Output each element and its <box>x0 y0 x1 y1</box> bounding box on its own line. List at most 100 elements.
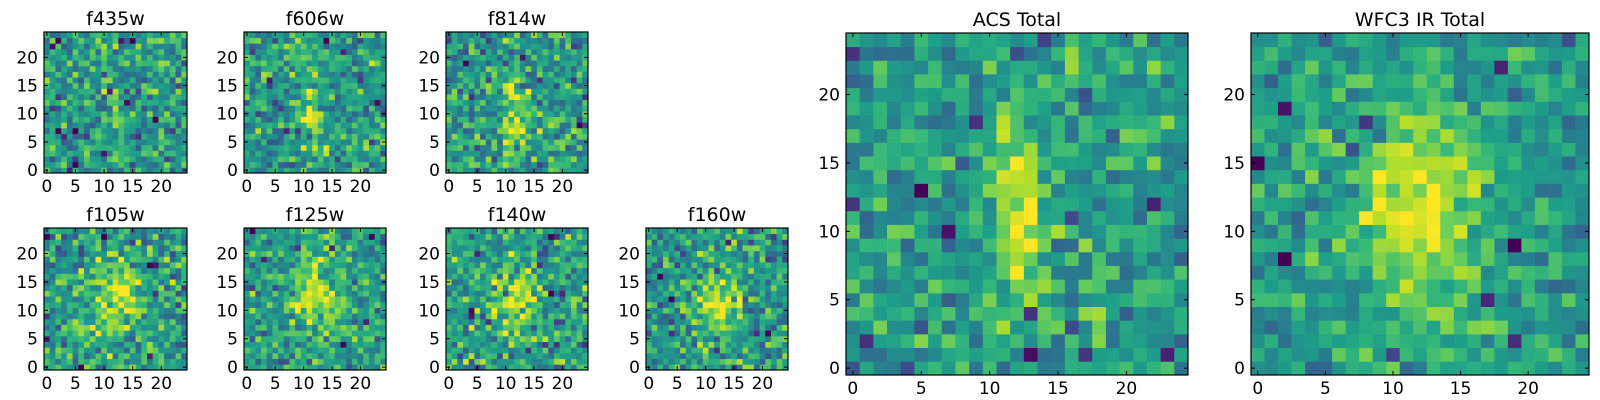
pixel-cell <box>374 330 381 337</box>
pixel-cell <box>112 330 119 337</box>
pixel-cell <box>759 250 766 257</box>
pixel-cell <box>1078 347 1093 362</box>
pixel-cell <box>317 32 324 39</box>
pixel-cell <box>725 267 732 274</box>
pixel-cell <box>129 105 136 112</box>
pixel-cell <box>357 262 364 269</box>
pixel-cell <box>770 307 778 314</box>
pixel-cell <box>508 94 515 101</box>
pixel-cell <box>451 301 458 308</box>
pixel-cell <box>329 60 336 67</box>
pixel-cell <box>474 330 481 337</box>
pixel-cell <box>759 290 766 297</box>
pixel-cell <box>468 290 475 297</box>
pixel-cell <box>765 318 772 325</box>
pixel-cell <box>542 88 549 95</box>
pixel-cell <box>565 37 572 44</box>
pixel-cell <box>463 32 470 39</box>
pixel-cell <box>548 228 555 235</box>
pixel-cell <box>55 167 62 174</box>
pixel-cell <box>158 273 165 280</box>
pixel-cell <box>95 116 102 123</box>
pixel-cell <box>576 77 583 84</box>
pixel-cell <box>351 139 358 146</box>
pixel-cell <box>49 167 56 174</box>
pixel-cell <box>996 361 1011 376</box>
pixel-cell <box>463 296 470 303</box>
pixel-cell <box>89 105 96 112</box>
pixel-cell <box>914 320 929 335</box>
pixel-cell <box>753 352 760 360</box>
pixel-cell <box>497 37 504 44</box>
pixel-cell <box>158 71 165 78</box>
pixel-cell <box>141 307 148 314</box>
pixel-cell <box>941 183 956 198</box>
y-tick-label: 5 <box>629 330 640 350</box>
pixel-cell <box>329 127 336 134</box>
pixel-cell <box>255 347 262 354</box>
pixel-cell <box>708 347 715 354</box>
pixel-cell <box>106 324 114 331</box>
pixel-cell <box>565 139 572 146</box>
pixel-cell <box>731 301 738 308</box>
pixel-cell <box>531 71 538 78</box>
pixel-cell <box>748 256 755 263</box>
pixel-cell <box>334 284 341 291</box>
pixel-cell <box>363 150 370 157</box>
pixel-cell <box>742 256 749 263</box>
pixel-cell <box>508 352 515 360</box>
pixel-cell <box>474 318 481 325</box>
pixel-cell <box>663 239 670 246</box>
pixel-cell <box>928 279 943 294</box>
pixel-cell <box>61 267 68 274</box>
pixel-cell <box>519 233 526 240</box>
pixel-cell <box>451 37 458 44</box>
pixel-cell <box>380 88 387 95</box>
pixel-cell <box>576 127 583 134</box>
pixel-cell <box>84 82 91 89</box>
y-tick-label: 15 <box>16 77 38 97</box>
pixel-cell <box>272 318 279 325</box>
pixel-cell <box>765 284 772 291</box>
pixel-cell <box>570 144 578 151</box>
pixel-cell <box>272 279 279 286</box>
pixel-cell <box>368 65 376 72</box>
pixel-cell <box>1133 320 1148 335</box>
pixel-cell <box>164 296 171 303</box>
pixel-cell <box>249 296 256 303</box>
pixel-cell <box>900 197 915 212</box>
pixel-cell <box>89 267 96 274</box>
pixel-cell <box>531 65 538 72</box>
pixel-cell <box>357 341 364 348</box>
pixel-cell <box>474 324 481 331</box>
pixel-cell <box>334 65 341 72</box>
pixel-cell <box>536 296 543 303</box>
pixel-cell <box>357 313 364 320</box>
pixel-cell <box>169 347 176 354</box>
pixel-cell <box>770 250 778 257</box>
pixel-cell <box>55 279 62 286</box>
pixel-cell <box>770 245 778 252</box>
pixel-cell <box>323 32 330 39</box>
pixel-cell <box>334 296 341 303</box>
pixel-cell <box>525 122 532 129</box>
pixel-cell <box>55 318 62 325</box>
pixel-cell <box>101 233 108 240</box>
pixel-cell <box>651 341 658 348</box>
pixel-cell <box>680 358 687 365</box>
pixel-cell <box>249 330 256 337</box>
pixel-cell <box>542 161 549 168</box>
pixel-cell <box>312 133 319 140</box>
pixel-cell <box>759 301 766 308</box>
pixel-cell <box>457 318 464 325</box>
pixel-cell <box>576 273 583 280</box>
pixel-cell <box>759 245 766 252</box>
pixel-cell <box>485 233 492 240</box>
pixel-cell <box>181 144 188 151</box>
pixel-cell <box>651 307 658 314</box>
pixel-cell <box>61 105 68 112</box>
pixel-cell <box>329 341 336 348</box>
pixel-cell <box>266 358 273 365</box>
pixel-cell <box>536 358 543 365</box>
pixel-cell <box>49 122 56 129</box>
